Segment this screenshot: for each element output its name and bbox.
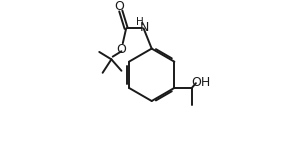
Text: H: H [136, 17, 144, 27]
Text: OH: OH [191, 76, 210, 89]
Text: O: O [116, 43, 126, 56]
Text: N: N [139, 21, 149, 34]
Text: O: O [114, 0, 124, 13]
